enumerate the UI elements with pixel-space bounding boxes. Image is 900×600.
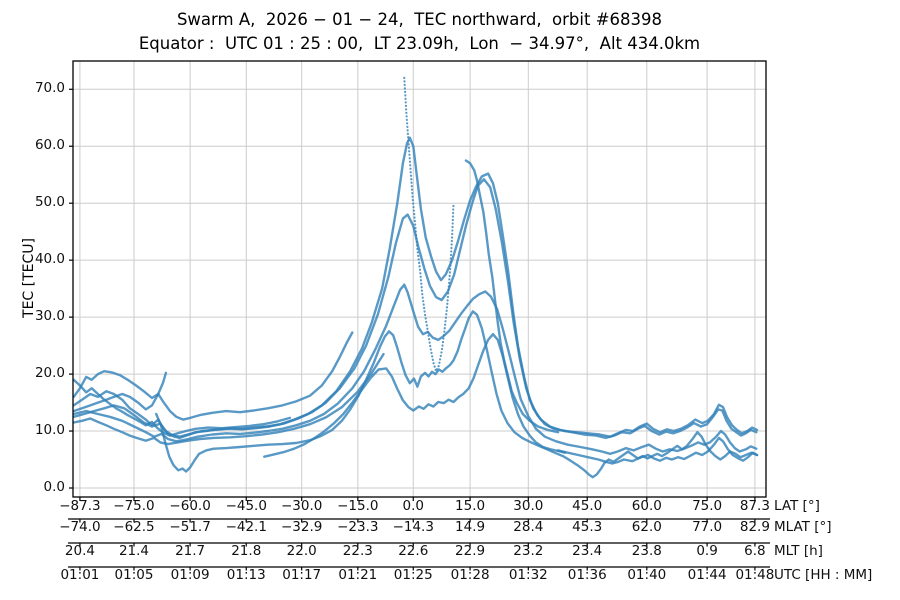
x-tick-label-row3: 22.0 — [286, 543, 317, 559]
y-tick-label: 50.0 — [34, 194, 65, 211]
y-tick-label: 20.0 — [34, 365, 65, 382]
tec-trace-4 — [72, 178, 758, 440]
x-tick-label-row2: −74.0 — [59, 519, 101, 535]
x-tick-label-row2: −42.1 — [225, 519, 267, 535]
x-row-caption: UTC [HH : MM] — [774, 567, 873, 583]
x-tick-label-row2: 45.3 — [572, 519, 603, 535]
x-tick-label-row4: 01:21 — [338, 567, 378, 583]
x-tick-label-row3: 23.8 — [631, 543, 662, 559]
x-tick-label-row2: 28.4 — [513, 519, 544, 535]
x-tick-label-row1: 30.0 — [513, 498, 544, 514]
x-tick-label-row4: 01:44 — [687, 567, 727, 583]
tec-trace-12-dotted — [403, 76, 455, 373]
x-tick-label-row2: −32.9 — [281, 519, 323, 535]
x-tick-label-row4: 01:05 — [114, 567, 154, 583]
x-tick-label-row2: 62.0 — [631, 519, 662, 535]
y-tick-label: 30.0 — [34, 308, 65, 325]
y-tick-label: 10.0 — [34, 422, 65, 439]
x-tick-label-row1: 45.0 — [572, 498, 603, 514]
tec-trace-1 — [72, 331, 354, 421]
x-tick-label-row3: 22.3 — [342, 543, 373, 559]
x-row-caption: LAT [°] — [774, 498, 820, 514]
tec-trace-10 — [72, 378, 292, 437]
x-tick-label-row4: 01:40 — [627, 567, 667, 583]
x-tick-label-row4: 01:17 — [282, 567, 322, 583]
x-tick-label-row3: 6.8 — [744, 543, 766, 559]
y-tick-label: 40.0 — [34, 251, 65, 268]
y-tick-label: 60.0 — [34, 137, 65, 154]
x-tick-label-row4: 01:28 — [450, 567, 490, 583]
x-row-caption: MLAT [°] — [774, 519, 832, 535]
y-tick-label: 70.0 — [34, 80, 65, 97]
x-tick-label-row3: 23.2 — [513, 543, 544, 559]
x-tick-label-row3: 21.7 — [175, 543, 206, 559]
x-tick-label-row3: 23.4 — [572, 543, 603, 559]
x-tick-label-row1: −75.0 — [113, 498, 155, 514]
tec-trace-2 — [72, 371, 168, 413]
x-tick-label-row4: 01:13 — [226, 567, 266, 583]
x-tick-label-row1: 15.0 — [455, 498, 486, 514]
x-tick-label-row3: 22.9 — [455, 543, 486, 559]
x-tick-label-row2: 77.0 — [692, 519, 723, 535]
x-row-caption: MLT [h] — [774, 543, 823, 559]
plot-spine — [72, 60, 767, 498]
x-tick-label-row2: −23.3 — [337, 519, 379, 535]
tec-trace-7 — [263, 333, 567, 458]
x-tick-label-row4: 01:25 — [393, 567, 433, 583]
x-tick-label-row4: 01:01 — [60, 567, 100, 583]
tec-trace-3 — [72, 136, 759, 440]
x-tick-label-row3: 21.4 — [118, 543, 149, 559]
tec-trace-5 — [72, 283, 758, 455]
x-tick-label-row4: 01:32 — [508, 567, 548, 583]
x-tick-label-row1: 75.0 — [692, 498, 723, 514]
x-tick-label-row1: −15.0 — [337, 498, 379, 514]
y-tick-label: 0.0 — [43, 479, 65, 495]
x-tick-label-row2: 82.9 — [739, 519, 770, 535]
x-tick-label-row1: 60.0 — [631, 498, 662, 514]
x-tick-label-row1: −87.3 — [59, 498, 101, 514]
x-tick-label-row1: 0.0 — [402, 498, 424, 514]
x-tick-label-row1: −30.0 — [281, 498, 323, 514]
x-tick-label-row3: 20.4 — [64, 543, 95, 559]
tec-trace-11 — [72, 352, 385, 446]
x-tick-label-row3: 0.9 — [696, 543, 718, 559]
tec-trace-9 — [464, 159, 560, 434]
tec-trace-8 — [556, 436, 759, 465]
chart-subtitle: Equator : UTC 01 : 25 : 00, LT 23.09h, L… — [138, 34, 701, 53]
chart-title: Swarm A, 2026 − 01 − 24, TEC northward, … — [176, 10, 663, 29]
x-tick-label-row3: 22.6 — [398, 543, 429, 559]
x-tick-label-row4: 01:36 — [567, 567, 607, 583]
x-tick-label-row1: −45.0 — [225, 498, 267, 514]
x-tick-label-row3: 21.8 — [231, 543, 262, 559]
x-tick-label-row1: −60.0 — [169, 498, 211, 514]
tec-trace-6 — [154, 310, 759, 479]
x-tick-label-row2: −51.7 — [169, 519, 211, 535]
x-tick-label-row4: 01:09 — [170, 567, 210, 583]
x-tick-label-row1: 87.3 — [739, 498, 770, 514]
x-tick-label-row4: 01:48 — [735, 567, 775, 583]
x-tick-label-row2: −14.3 — [392, 519, 434, 535]
x-tick-label-row2: 14.9 — [455, 519, 486, 535]
x-tick-label-row2: −62.5 — [113, 519, 155, 535]
